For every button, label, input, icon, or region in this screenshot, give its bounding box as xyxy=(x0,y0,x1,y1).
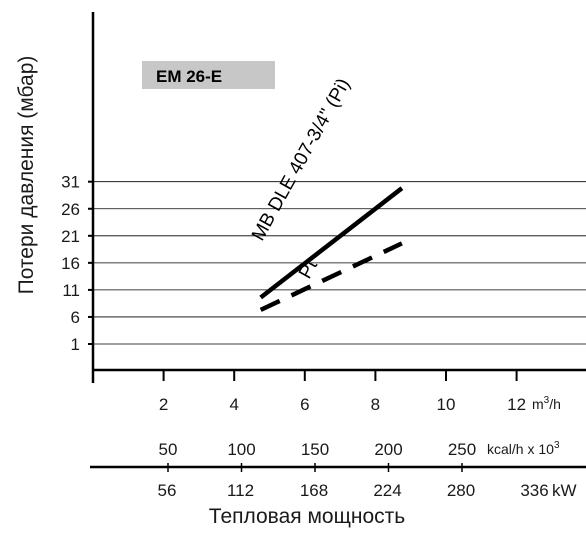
x-tick-label-flow-4: 4 xyxy=(229,395,238,414)
chart-title: EM 26-E xyxy=(156,67,222,86)
x-tick-label-kw-112: 112 xyxy=(227,481,254,500)
series-label-pi: MB DLE 407-3/4" (Pi) xyxy=(248,75,355,244)
y-tick-label-6: 6 xyxy=(71,308,80,327)
series-label-pt: Pt xyxy=(295,256,322,283)
grid-lines xyxy=(93,181,586,345)
x-tick-label-kcal-100: 100 xyxy=(227,440,255,459)
x-axis-kcal-unit: kcal/h x 103 xyxy=(487,440,560,457)
x-tick-label-kw-336: 336 xyxy=(520,481,548,500)
x-axis-flow-ticks: 2 4 6 8 10 12 xyxy=(92,370,526,414)
y-tick-label-31: 31 xyxy=(61,173,80,192)
x-axis-flow-unit: m3/h xyxy=(532,395,561,412)
x-axis-title: Тепловая мощность xyxy=(209,505,405,528)
series-lines xyxy=(259,186,404,312)
y-tick-label-16: 16 xyxy=(61,254,80,273)
x-tick-label-flow-12: 12 xyxy=(507,395,526,414)
x-axis-kcal-ticks: 50 100 150 200 250 xyxy=(159,440,476,472)
series-line-pt xyxy=(259,241,403,312)
model-label-box xyxy=(142,61,275,89)
x-tick-label-flow-8: 8 xyxy=(371,395,380,414)
x-tick-label-kcal-150: 150 xyxy=(301,440,329,459)
y-tick-label-26: 26 xyxy=(61,200,80,219)
series-line-pi xyxy=(259,186,404,300)
x-tick-label-kcal-200: 200 xyxy=(374,440,402,459)
x-tick-label-kw-280: 280 xyxy=(447,481,475,500)
y-tick-label-11: 11 xyxy=(62,281,80,300)
x-axis-kw-ticks: 56 112 168 224 280 336 xyxy=(158,481,549,500)
x-tick-label-kw-168: 168 xyxy=(300,481,328,500)
x-tick-label-kw-224: 224 xyxy=(373,481,401,500)
y-tick-label-21: 21 xyxy=(61,227,80,246)
x-axis-kw-unit: kW xyxy=(552,481,577,500)
x-tick-label-kcal-250: 250 xyxy=(448,440,476,459)
x-tick-label-flow-6: 6 xyxy=(300,395,309,414)
y-tick-label-1: 1 xyxy=(71,335,80,354)
x-tick-label-kw-56: 56 xyxy=(158,481,177,500)
x-tick-label-flow-2: 2 xyxy=(159,395,168,414)
y-axis-title: Потери давления (мбар) xyxy=(15,56,38,295)
x-tick-label-kcal-50: 50 xyxy=(159,440,178,459)
x-tick-label-flow-10: 10 xyxy=(437,395,456,414)
